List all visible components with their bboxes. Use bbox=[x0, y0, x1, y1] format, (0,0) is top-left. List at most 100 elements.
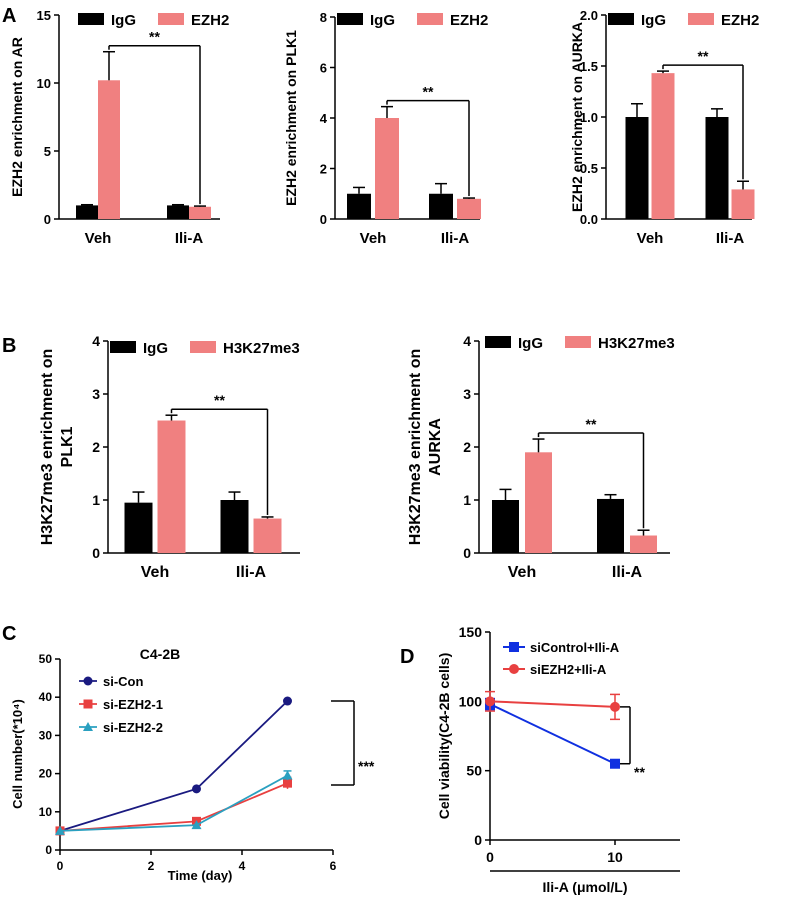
c-x-tick-label: 4 bbox=[239, 859, 246, 873]
a3-y-tick-label: 0.0 bbox=[580, 212, 598, 227]
a2-significance: ** bbox=[423, 84, 434, 100]
b1-bar-igg-ilia bbox=[220, 500, 249, 553]
panel-label-d: D bbox=[400, 646, 414, 668]
a3-x-tick-label: Ili-A bbox=[716, 230, 744, 247]
c-marker-si-ezh2-2 bbox=[55, 825, 65, 835]
c-legend-marker-si-con bbox=[83, 676, 93, 686]
d-line-siezh2+ili-a bbox=[489, 700, 616, 708]
a1-x-tick-label: Veh bbox=[85, 230, 112, 247]
b1-y-label-line1: H3K27me3 enrichment on bbox=[39, 349, 56, 546]
a3-legend-label-ezh2: EZH2 bbox=[721, 12, 759, 29]
a2-legend-swatch-ezh2 bbox=[417, 13, 443, 25]
b2-legend-swatch-h3k27me3 bbox=[565, 336, 591, 348]
c-title: C4-2B bbox=[140, 646, 180, 662]
c-legend-marker-si-ezh2-2 bbox=[83, 722, 93, 731]
a1-y-tick-label: 15 bbox=[37, 8, 51, 23]
a1-bar-ezh2-veh bbox=[98, 80, 120, 219]
panel-label-c: C bbox=[2, 623, 16, 645]
b1-x-tick-label: Ili-A bbox=[236, 564, 267, 581]
a2-legend-swatch-igg bbox=[337, 13, 363, 25]
a3-y-tick-label: 0.5 bbox=[580, 161, 598, 176]
b2-bar-h3k27me3-ilia bbox=[630, 535, 657, 553]
c-x-tick-label: 6 bbox=[330, 859, 337, 873]
a2-y-tick-label: 2 bbox=[320, 162, 327, 177]
c-x-tick-label: 0 bbox=[57, 859, 64, 873]
c-y-tick-label: 30 bbox=[39, 728, 53, 742]
d-marker-siezh2+ili-a bbox=[485, 696, 495, 707]
c-y-tick-label: 40 bbox=[39, 690, 53, 704]
b2-bar-igg-ilia bbox=[597, 498, 624, 553]
b1-y-tick-label: 2 bbox=[92, 439, 100, 455]
a3-y-label: EZH2 enrichment on AURKA bbox=[569, 22, 585, 212]
b1-significance: ** bbox=[214, 392, 225, 408]
d-line-sicontrol+ili-a bbox=[489, 703, 616, 765]
b2-bar-igg-veh bbox=[492, 500, 519, 553]
c-legend-label-si-con: si-Con bbox=[103, 674, 144, 689]
c-y-tick-label: 0 bbox=[45, 843, 52, 857]
a1-x-tick-label: Ili-A bbox=[175, 230, 203, 247]
a2-y-tick-label: 6 bbox=[320, 61, 327, 76]
a3-legend-label-igg: IgG bbox=[641, 12, 666, 29]
a2-bar-igg-ilia bbox=[429, 193, 453, 219]
c-marker-si-con bbox=[192, 784, 201, 794]
panel-label-b: B bbox=[2, 335, 16, 357]
a3-bar-igg-veh bbox=[625, 117, 649, 219]
a2-legend-label-igg: IgG bbox=[370, 12, 395, 29]
a1-y-tick-label: 5 bbox=[44, 144, 51, 159]
b2-x-tick-label: Veh bbox=[508, 564, 536, 581]
a2-x-tick-label: Ili-A bbox=[441, 230, 469, 247]
b2-y-tick-label: 3 bbox=[463, 386, 471, 402]
d-marker-sicontrol+ili-a bbox=[610, 758, 620, 769]
a3-y-tick-label: 2.0 bbox=[580, 8, 598, 23]
b2-y-label-line1: H3K27me3 enrichment on bbox=[407, 349, 424, 546]
c-y-tick-label: 10 bbox=[39, 805, 53, 819]
d-y-tick-label: 0 bbox=[474, 832, 482, 848]
d-y-tick-label: 100 bbox=[459, 693, 483, 709]
c-marker-si-ezh2-1 bbox=[283, 778, 292, 788]
d-x-label: Ili-A (μmol/L) bbox=[542, 879, 627, 895]
b2-significance: ** bbox=[586, 416, 597, 432]
c-x-label: Time (day) bbox=[168, 868, 233, 883]
d-x-tick-label: 10 bbox=[607, 849, 623, 865]
a1-significance: ** bbox=[149, 29, 160, 45]
d-legend-label-siezh2+ili-a: siEZH2+Ili-A bbox=[530, 662, 607, 677]
c-line-si-con bbox=[59, 700, 289, 832]
d-significance: ** bbox=[634, 764, 645, 780]
a3-y-tick-label: 1.0 bbox=[580, 110, 598, 125]
b1-bar-igg-veh bbox=[124, 502, 153, 553]
a2-x-tick-label: Veh bbox=[360, 230, 387, 247]
b1-y-tick-label: 1 bbox=[92, 492, 100, 508]
d-legend-label-sicontrol+ili-a: siControl+Ili-A bbox=[530, 640, 620, 655]
b2-legend-label-h3k27me3: H3K27me3 bbox=[598, 335, 675, 352]
b2-x-tick-label: Ili-A bbox=[612, 564, 643, 581]
b2-legend-swatch-igg bbox=[485, 336, 511, 348]
a1-bar-igg-ilia bbox=[167, 205, 189, 219]
a2-y-tick-label: 4 bbox=[320, 111, 328, 126]
b1-y-label-line2: PLK1 bbox=[59, 426, 76, 467]
c-x-tick-label: 2 bbox=[148, 859, 155, 873]
a1-legend-label-ezh2: EZH2 bbox=[191, 12, 229, 29]
a3-bar-igg-ilia bbox=[705, 117, 729, 219]
a2-y-tick-label: 8 bbox=[320, 10, 327, 25]
c-significance: *** bbox=[358, 758, 375, 774]
b1-x-tick-label: Veh bbox=[141, 564, 169, 581]
b2-y-tick-label: 4 bbox=[463, 333, 471, 349]
b1-legend-swatch-h3k27me3 bbox=[190, 341, 216, 353]
a3-bar-ezh2-ilia bbox=[731, 189, 755, 219]
b2-y-tick-label: 1 bbox=[463, 492, 471, 508]
b1-legend-swatch-igg bbox=[110, 341, 136, 353]
c-marker-si-con bbox=[283, 696, 292, 706]
a1-legend-swatch-ezh2 bbox=[158, 13, 184, 25]
a3-legend-swatch-igg bbox=[608, 13, 634, 25]
a2-y-tick-label: 0 bbox=[320, 212, 327, 227]
d-legend-marker-sicontrol+ili-a bbox=[509, 642, 519, 652]
c-marker-si-ezh2-2 bbox=[282, 770, 293, 780]
a2-y-label: EZH2 enrichment on PLK1 bbox=[283, 30, 299, 206]
d-marker-siezh2+ili-a bbox=[610, 701, 620, 712]
c-legend-marker-si-ezh2-1 bbox=[83, 699, 93, 709]
c-y-label: Cell number(*10⁴) bbox=[10, 699, 25, 809]
a2-bar-igg-veh bbox=[347, 193, 371, 219]
a3-significance: ** bbox=[698, 48, 709, 64]
b1-legend-label-igg: IgG bbox=[143, 340, 168, 357]
